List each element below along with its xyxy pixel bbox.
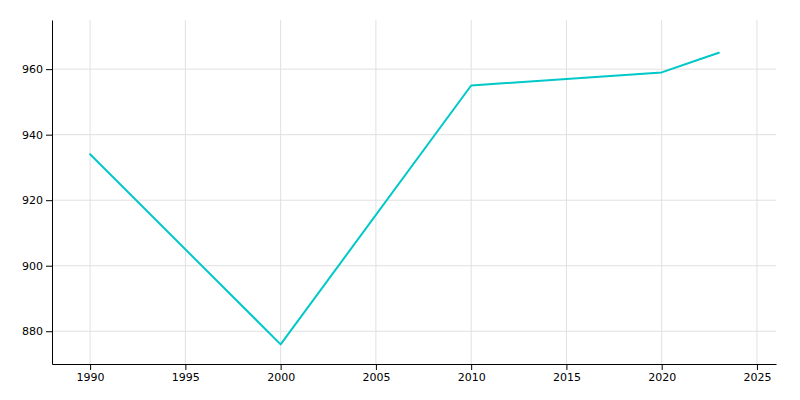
x-tick-label: 2010	[458, 371, 486, 384]
plot-area: 1990 1995 2000 2005 2010 2015 2020 2025 880 900 92…	[22, 20, 777, 384]
y-tick-mark	[46, 69, 52, 70]
y-tick: 940	[22, 129, 52, 142]
x-tick: 2020	[648, 364, 676, 384]
grid-line-x	[90, 20, 91, 364]
x-tick-label: 1995	[172, 371, 200, 384]
y-tick: 880	[22, 325, 52, 338]
x-tick-mark	[757, 364, 758, 370]
x-tick: 2005	[362, 364, 390, 384]
y-axis-line	[52, 21, 53, 365]
y-tick-mark	[46, 331, 52, 332]
grid-line-x	[375, 20, 376, 364]
x-tick-label: 1990	[77, 371, 105, 384]
x-tick-mark	[90, 364, 91, 370]
marks	[90, 53, 719, 345]
x-tick-label: 2020	[648, 371, 676, 384]
grid-line-x	[185, 20, 186, 364]
x-tick: 2015	[553, 364, 581, 384]
x-tick-mark	[471, 364, 472, 370]
x-axis: 1990 1995 2000 2005 2010 2015 2020 2025	[53, 364, 777, 384]
x-tick: 1995	[172, 364, 200, 384]
x-tick: 2025	[743, 364, 771, 384]
grid-line-x	[756, 20, 757, 364]
grid-line-y	[52, 200, 776, 201]
grid-line-x	[566, 20, 567, 364]
x-tick-label: 2000	[267, 371, 295, 384]
grid-line-x	[280, 20, 281, 364]
data-line	[90, 53, 719, 345]
x-tick-mark	[281, 364, 282, 370]
y-axis: 880 900 920 940 960	[22, 21, 53, 365]
y-tick-mark	[46, 135, 52, 136]
y-tick: 900	[22, 260, 52, 273]
y-tick: 920	[22, 194, 52, 207]
y-tick-label: 960	[22, 63, 43, 76]
y-tick-label: 880	[22, 325, 43, 338]
y-tick-label: 940	[22, 129, 43, 142]
grid-line-y	[52, 331, 776, 332]
y-tick-label: 920	[22, 194, 43, 207]
x-axis-line	[53, 364, 777, 365]
chart-container: 1990 1995 2000 2005 2010 2015 2020 2025 880 900 92…	[0, 0, 800, 400]
x-tick-mark	[376, 364, 377, 370]
x-tick-label: 2015	[553, 371, 581, 384]
y-tick-mark	[46, 266, 52, 267]
x-tick-mark	[662, 364, 663, 370]
x-tick: 2000	[267, 364, 295, 384]
x-tick-mark	[566, 364, 567, 370]
x-tick: 1990	[77, 364, 105, 384]
x-tick-label: 2005	[362, 371, 390, 384]
grid	[52, 20, 776, 364]
chart-svg: 1990 1995 2000 2005 2010 2015 2020 2025 880 900 92…	[0, 0, 800, 400]
x-tick: 2010	[458, 364, 486, 384]
y-tick-mark	[46, 200, 52, 201]
y-tick-label: 900	[22, 260, 43, 273]
grid-line-y	[52, 134, 776, 135]
x-tick-mark	[185, 364, 186, 370]
x-tick-label: 2025	[743, 371, 771, 384]
grid-line-x	[471, 20, 472, 364]
y-tick: 960	[22, 63, 52, 76]
grid-line-y	[52, 265, 776, 266]
